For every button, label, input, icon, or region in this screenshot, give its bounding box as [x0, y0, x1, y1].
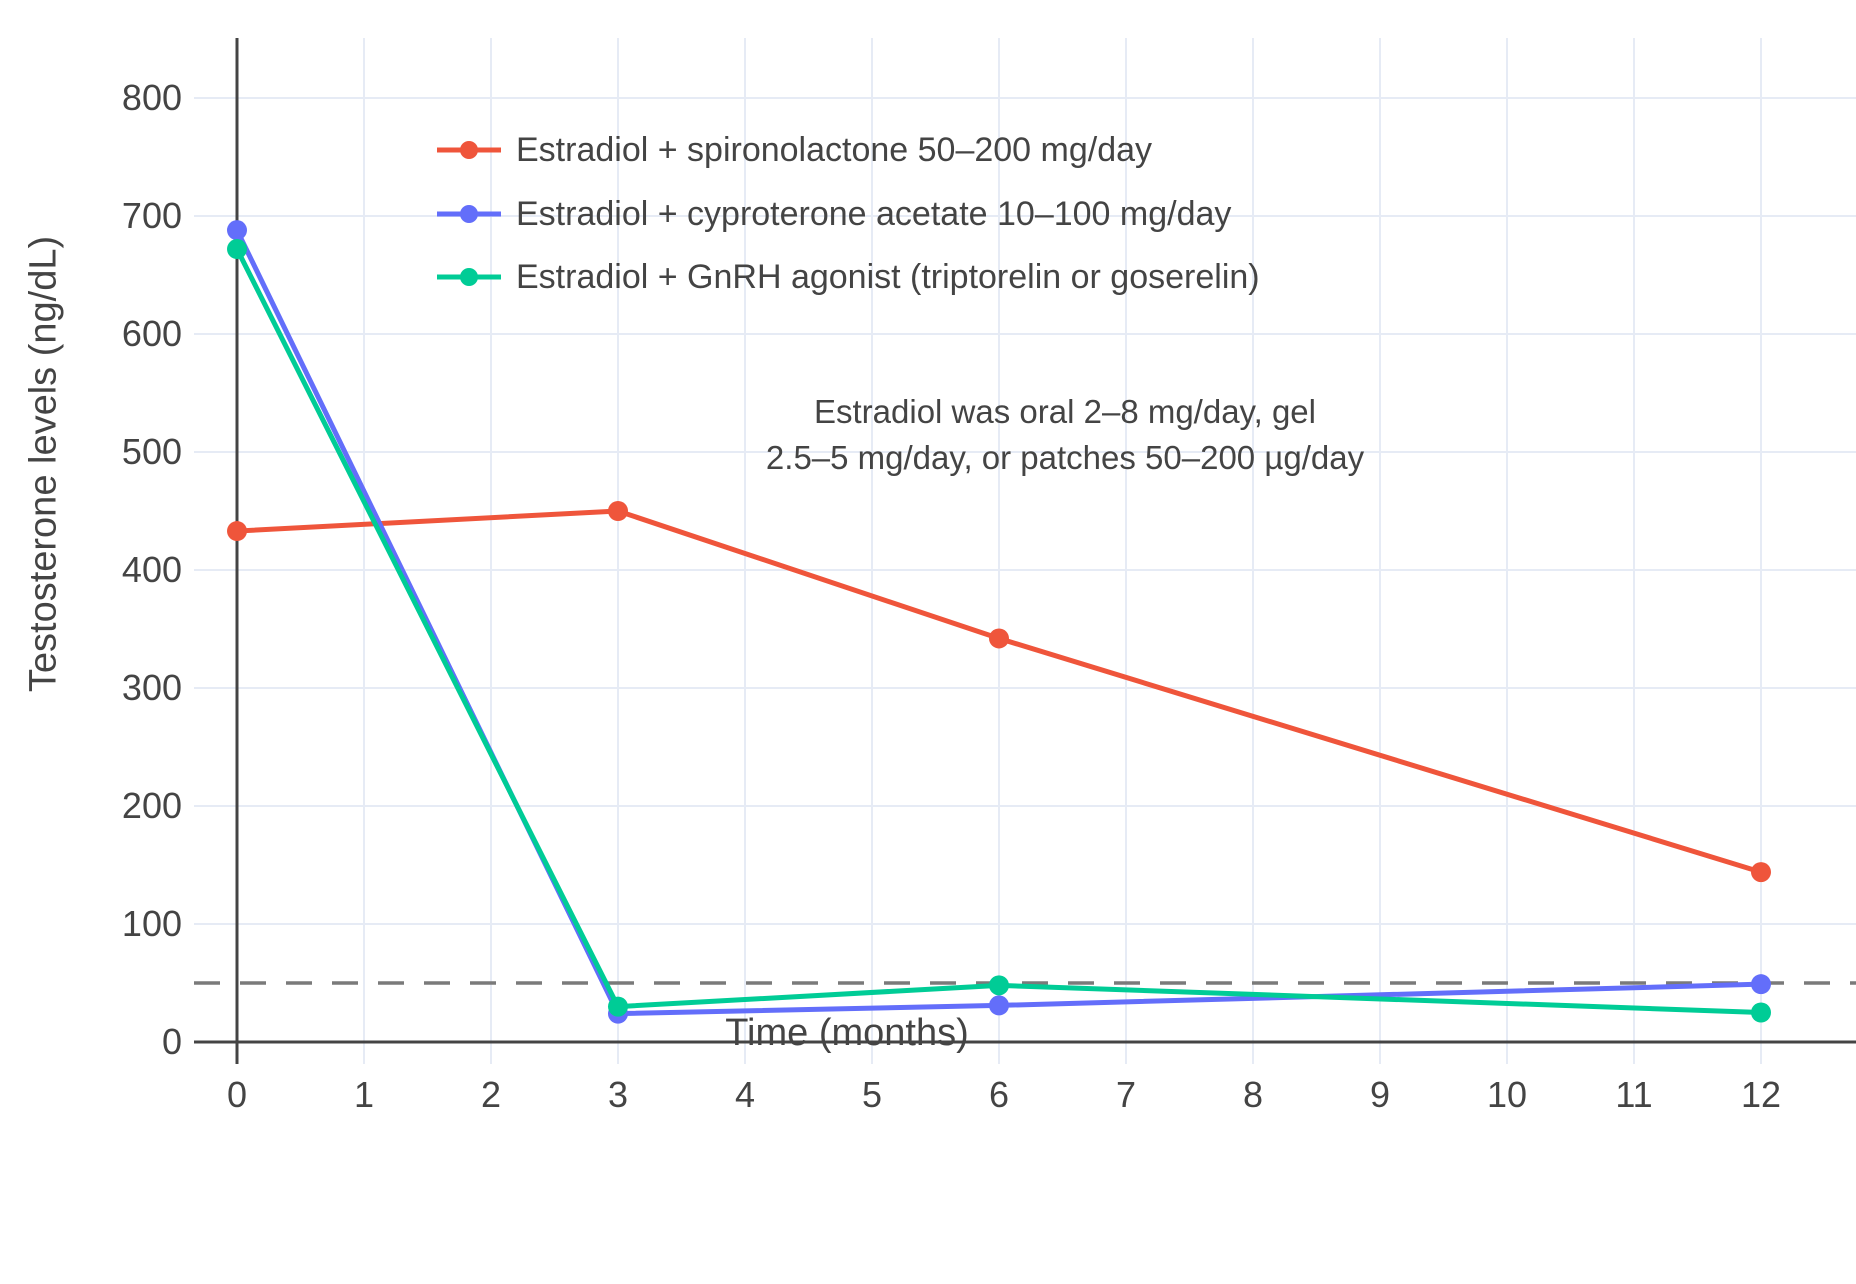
x-tick-label: 12 — [1741, 1074, 1781, 1115]
x-tick-label: 11 — [1615, 1074, 1652, 1115]
legend-label: Estradiol + spironolactone 50–200 mg/day — [516, 130, 1153, 169]
y-tick-label: 800 — [122, 77, 182, 118]
line-marker-icon — [437, 268, 501, 286]
y-tick-label: 500 — [122, 431, 182, 472]
series-line-0 — [234, 508, 1764, 875]
data-point — [1751, 1002, 1771, 1023]
data-point — [608, 996, 628, 1017]
x-tick-label: 9 — [1370, 1074, 1390, 1115]
legend-item-spironolactone[interactable]: Estradiol + spironolactone 50–200 mg/day — [437, 126, 1152, 174]
x-axis-title: Time (months) — [725, 1012, 969, 1054]
data-point — [989, 995, 1009, 1016]
legend-item-cyproterone[interactable]: Estradiol + cyproterone acetate 10–100 m… — [437, 190, 1231, 238]
data-point — [227, 521, 247, 542]
annotation-line-1: Estradiol was oral 2–8 mg/day, gel — [814, 393, 1316, 430]
x-tick-label: 7 — [1116, 1074, 1136, 1115]
data-point — [227, 239, 247, 260]
y-tick-label: 300 — [122, 667, 182, 708]
y-tick-label: 0 — [162, 1021, 182, 1062]
x-tick-label: 0 — [227, 1074, 247, 1115]
annotation: Estradiol was oral 2–8 mg/day, gel 2.5–5… — [766, 389, 1364, 481]
legend-label: Estradiol + GnRH agonist (triptorelin or… — [516, 257, 1260, 296]
line-marker-icon — [437, 141, 501, 159]
x-tick-label: 3 — [608, 1074, 628, 1115]
y-tick-label: 400 — [122, 549, 182, 590]
y-tick-label: 700 — [122, 195, 182, 236]
data-point — [608, 501, 628, 521]
y-tick-label: 600 — [122, 313, 182, 354]
annotation-line-2: 2.5–5 mg/day, or patches 50–200 µg/day — [765, 439, 1365, 476]
data-point — [227, 220, 247, 241]
legend-item-gnrh-agonist[interactable]: Estradiol + GnRH agonist (triptorelin or… — [437, 253, 1260, 301]
x-tick-label: 10 — [1487, 1074, 1527, 1115]
data-point — [1751, 862, 1771, 883]
x-tick-label: 2 — [481, 1074, 501, 1115]
data-point — [1751, 974, 1771, 995]
data-point — [989, 628, 1009, 649]
x-tick-label: 8 — [1243, 1074, 1263, 1115]
legend-label: Estradiol + cyproterone acetate 10–100 m… — [516, 194, 1232, 233]
series-line-2 — [234, 246, 1764, 1015]
x-tick-label: 1 — [354, 1074, 374, 1115]
y-axis-title: Testosterone levels (ng/dL) — [22, 235, 65, 693]
data-point — [989, 975, 1009, 996]
line-marker-icon — [437, 205, 501, 223]
series-line-1 — [234, 227, 1764, 1017]
y-tick-label: 200 — [122, 785, 182, 826]
x-tick-label: 6 — [989, 1074, 1009, 1115]
x-tick-label: 5 — [862, 1074, 882, 1115]
x-tick-label: 4 — [735, 1074, 755, 1115]
y-tick-label: 100 — [122, 903, 182, 944]
